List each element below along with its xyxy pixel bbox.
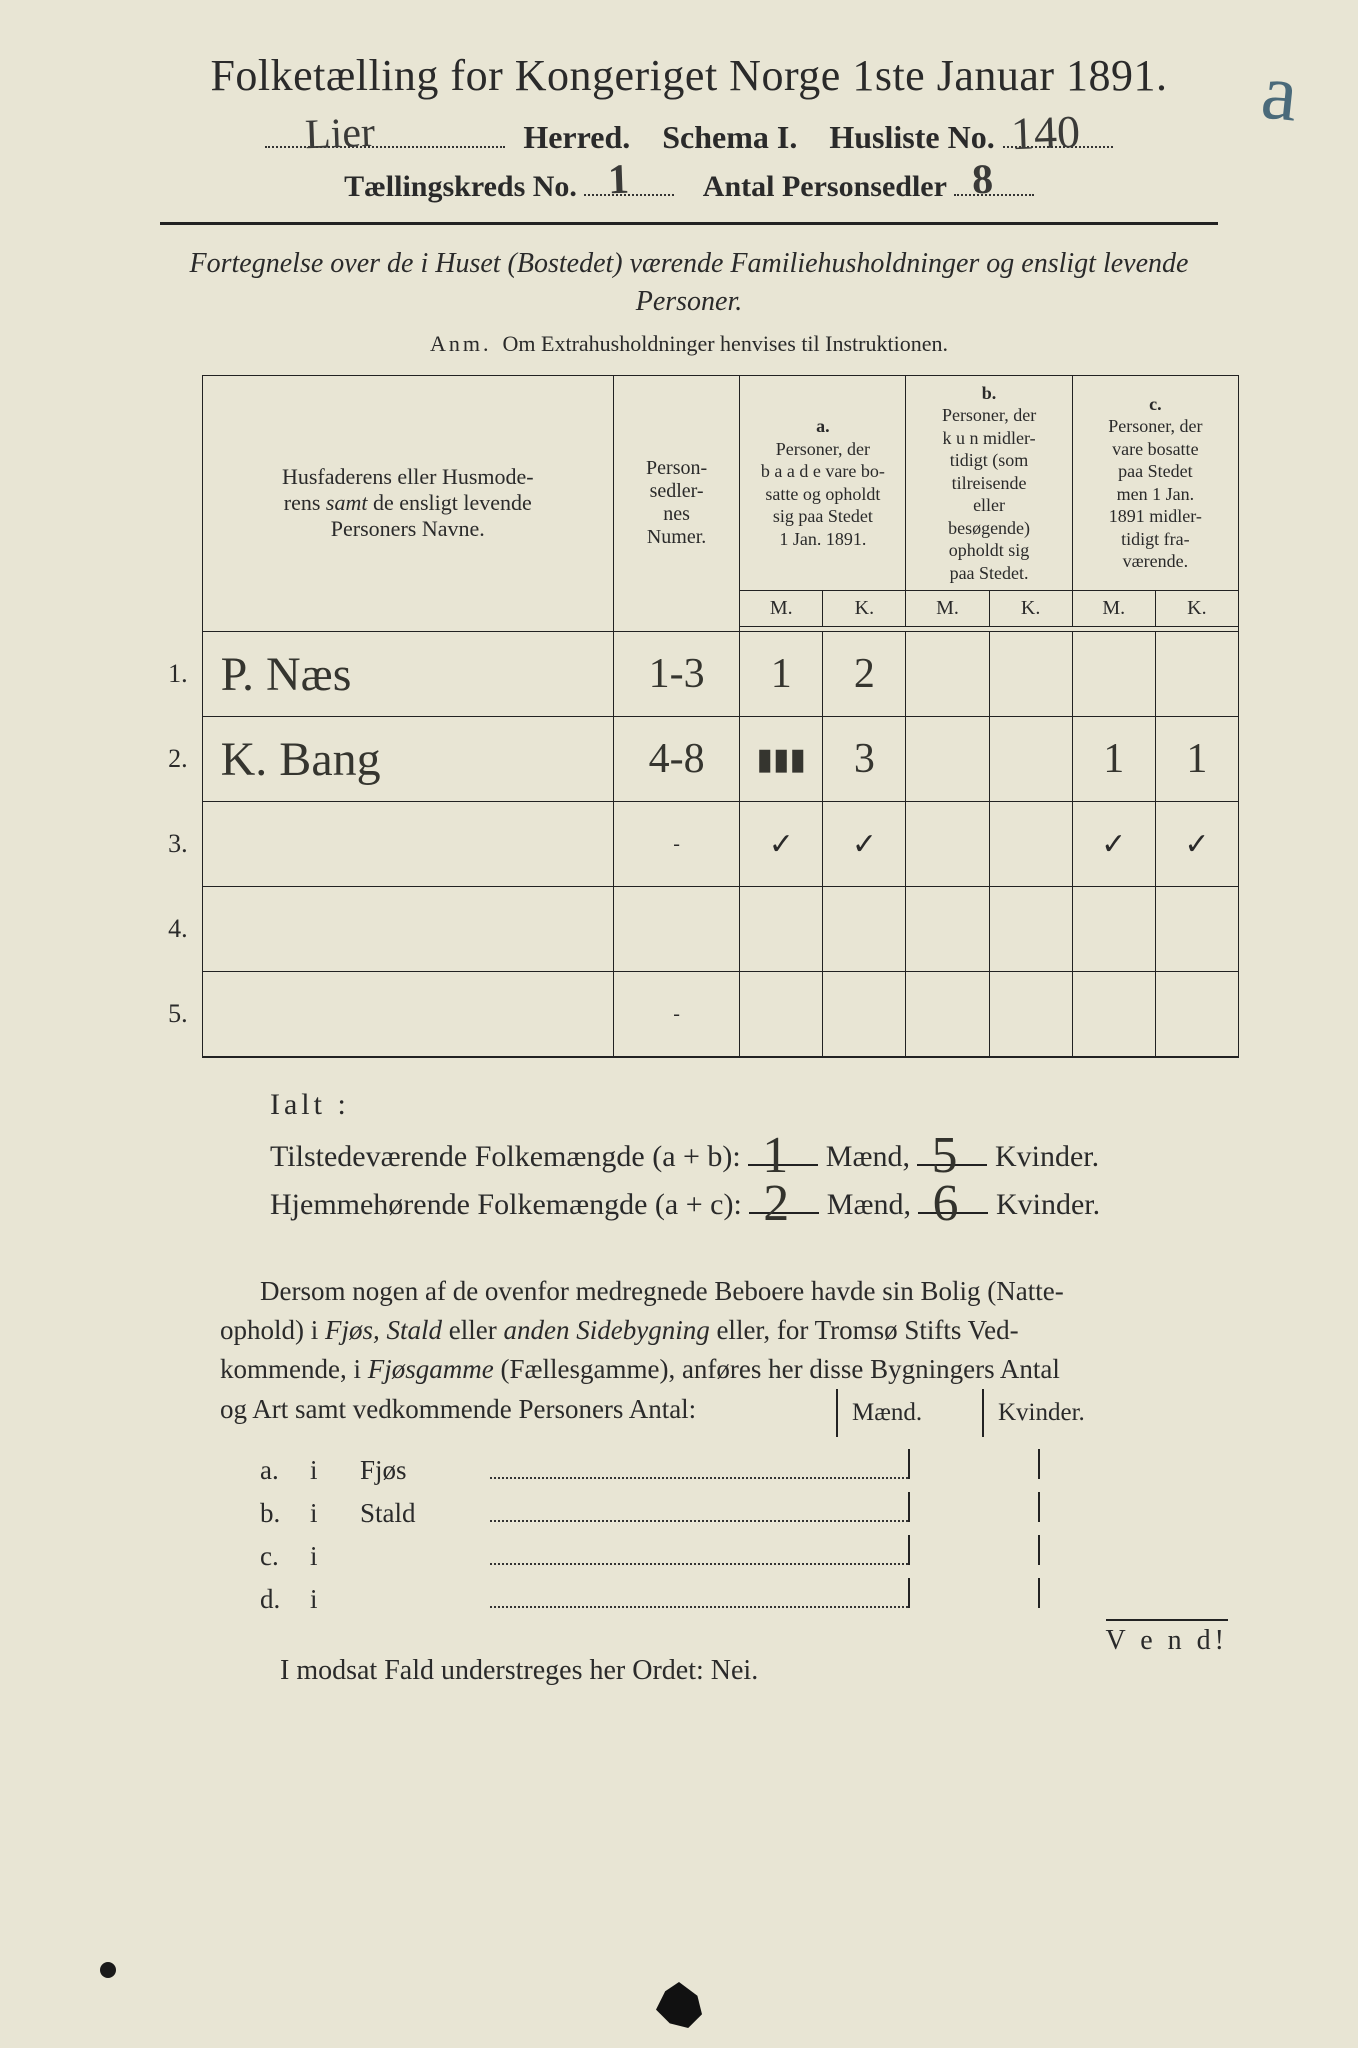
group-c-text: Personer, dervare bosattepaa Stedetmen 1… (1108, 416, 1202, 571)
anm-line: Anm. Om Extrahusholdninger henvises til … (120, 331, 1258, 357)
census-table: Husfaderens eller Husmode-rens samt de e… (139, 375, 1239, 1059)
col-b-m: M. (906, 591, 989, 627)
herred-handwritten: Lier (304, 109, 376, 159)
herred-label: Herred. (523, 119, 630, 155)
paper-tear (656, 1982, 702, 2028)
group-a-text: Personer, derb a a d e vare bo-satte og … (761, 439, 885, 549)
side-dots (490, 1519, 908, 1522)
antal-no: 8 (971, 156, 994, 205)
ink-splotch (100, 1962, 116, 1978)
table-row: 2. K. Bang 4-8 ▮▮▮ 3 1 1 (139, 717, 1239, 802)
ialt-line2-m: 2 (763, 1174, 789, 1233)
cell-c-k: ✓ (1184, 828, 1209, 861)
side-row: d. i (260, 1578, 1168, 1615)
ialt-maend: Mænd, (826, 1140, 910, 1173)
row-numer: - (673, 1003, 680, 1025)
side-dots (490, 1562, 908, 1565)
modsat-line: I modsat Fald understreges her Ordet: Ne… (280, 1655, 1258, 1687)
side-kvinder: Kvinder. (982, 1389, 1128, 1437)
husliste-no: 140 (1010, 105, 1081, 160)
anm-text: Om Extrahusholdninger henvises til Instr… (503, 331, 948, 356)
side-row: a. i Fjøs (260, 1449, 1168, 1486)
group-a-label: a. (816, 416, 830, 436)
table-row: 5. - (139, 972, 1239, 1058)
kreds-line: Tællingskreds No. 1 Antal Personsedler 8 (120, 170, 1258, 204)
side-head: Mænd. Kvinder. (836, 1389, 1128, 1437)
anm-lead: Anm. (430, 331, 492, 356)
group-b-label: b. (982, 383, 997, 403)
side-lbl: b. (260, 1498, 310, 1529)
kreds-label: Tællingskreds No. (344, 170, 577, 203)
ialt-kvinder: Kvinder. (996, 1188, 1100, 1221)
table-row: 1. P. Næs 1-3 1 2 (139, 632, 1239, 717)
ialt-line2-k: 6 (932, 1174, 958, 1233)
col-a-m: M. (740, 591, 823, 627)
row-num: 4. (139, 887, 202, 972)
side-table: Mænd. Kvinder. a. i Fjøs b. i Stald c. i… (260, 1449, 1168, 1615)
ialt-block: Ialt : Tilstedeværende Folkemængde (a + … (270, 1088, 1168, 1222)
cell-a-m: ✓ (769, 828, 794, 861)
ialt-resident: Hjemmehørende Folkemængde (a + c): 2 Mæn… (270, 1188, 1168, 1222)
census-form-page: a Folketælling for Kongeriget Norge 1ste… (0, 0, 1358, 1727)
herred-line: Lier Herred. Schema I. Husliste No. 140 (120, 119, 1258, 156)
cell-a-m: 1 (771, 651, 792, 697)
side-i: i (310, 1498, 360, 1529)
row-num: 2. (139, 717, 202, 802)
antal-label: Antal Personsedler (703, 170, 947, 203)
row-num: 3. (139, 802, 202, 887)
cell-c-m: 1 (1103, 736, 1124, 782)
corner-annotation: a (1258, 46, 1303, 140)
form-title: Folketælling for Kongeriget Norge 1ste J… (120, 50, 1258, 101)
row-numer: 1-3 (649, 651, 705, 697)
side-dots (490, 1476, 908, 1479)
side-i: i (310, 1455, 360, 1486)
row-num: 5. (139, 972, 202, 1058)
ialt-title: Ialt : (270, 1088, 1168, 1122)
row-name: P. Næs (221, 648, 352, 701)
table-row: 3. - ✓ ✓ ✓ ✓ (139, 802, 1239, 887)
schema-label: Schema I. (662, 119, 797, 155)
side-i: i (310, 1541, 360, 1572)
cell-c-k: 1 (1186, 736, 1207, 782)
cell-a-k: 3 (854, 736, 875, 782)
table-row: 4. (139, 887, 1239, 972)
col-a-k: K. (823, 591, 906, 627)
group-c-label: c. (1149, 394, 1162, 414)
divider (160, 222, 1218, 225)
ialt-line1-label: Tilstedeværende Folkemængde (a + b): (270, 1140, 741, 1173)
side-lbl: d. (260, 1584, 310, 1615)
col-c-k: K. (1155, 591, 1238, 627)
col-b-k: K. (989, 591, 1072, 627)
side-i: i (310, 1584, 360, 1615)
side-what: Fjøs (360, 1455, 490, 1486)
group-b-text: Personer, derk u n midler-tidigt (somtil… (942, 405, 1036, 583)
row-num: 1. (139, 632, 202, 717)
row-numer: 4-8 (649, 736, 705, 782)
row-numer: - (673, 833, 680, 855)
ialt-line2-label: Hjemmehørende Folkemængde (a + c): (270, 1188, 742, 1221)
husliste-label: Husliste No. (829, 119, 994, 155)
side-dots (490, 1605, 908, 1608)
fortegnelse-text: Fortegnelse over de i Huset (Bostedet) v… (180, 245, 1198, 321)
ialt-maend: Mænd, (827, 1188, 911, 1221)
side-maend: Mænd. (836, 1389, 982, 1437)
cell-c-m: ✓ (1101, 828, 1126, 861)
cell-a-k: ✓ (852, 828, 877, 861)
vend-label: V e n d! (1106, 1619, 1228, 1657)
col-c-m: M. (1072, 591, 1155, 627)
cell-a-m: ▮▮▮ (757, 743, 807, 776)
side-row: b. i Stald (260, 1492, 1168, 1529)
cell-a-k: 2 (854, 651, 875, 697)
ialt-present: Tilstedeværende Folkemængde (a + b): 1 M… (270, 1140, 1168, 1174)
side-lbl: a. (260, 1455, 310, 1486)
row-name: K. Bang (221, 733, 381, 786)
side-lbl: c. (260, 1541, 310, 1572)
kreds-no: 1 (608, 156, 631, 205)
side-what: Stald (360, 1498, 490, 1529)
ialt-kvinder: Kvinder. (995, 1140, 1099, 1173)
col-numer: Person-sedler-nesNumer. (646, 457, 707, 548)
col-names: Husfaderens eller Husmode-rens samt de e… (282, 464, 534, 541)
side-row: c. i (260, 1535, 1168, 1572)
